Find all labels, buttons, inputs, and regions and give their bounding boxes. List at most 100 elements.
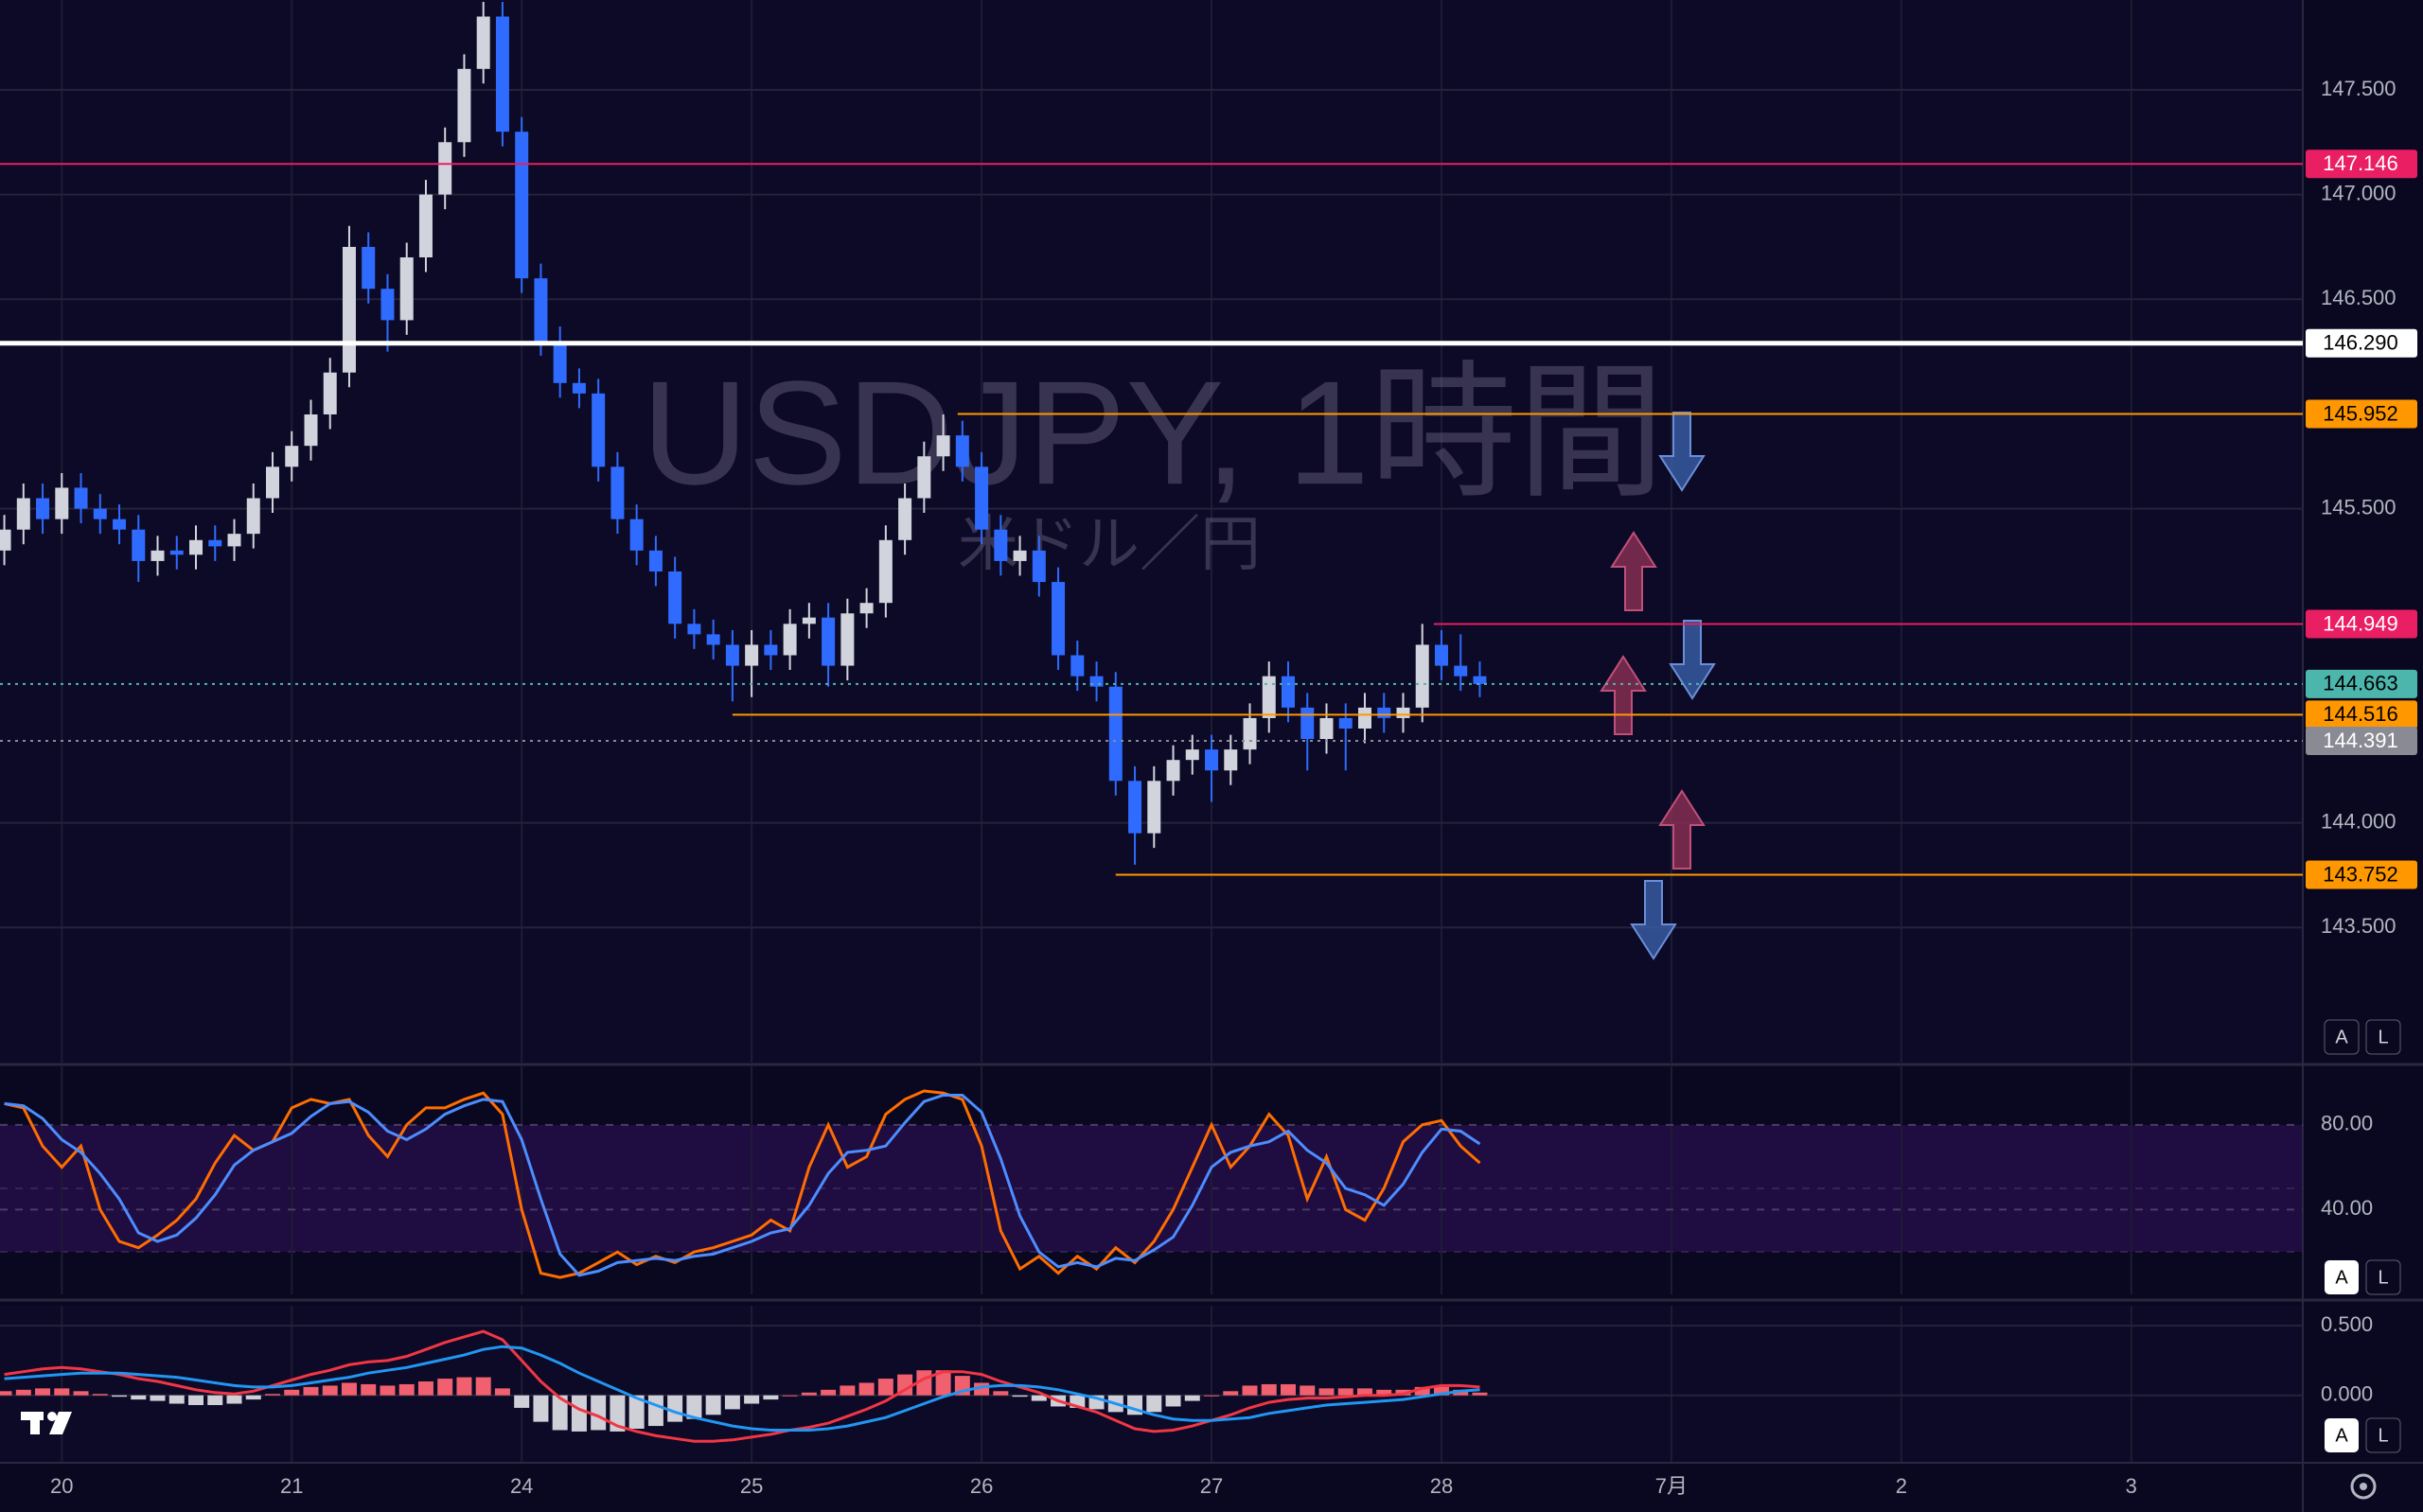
auto-scale-button[interactable] [2325, 1260, 2359, 1294]
histogram-bar [667, 1395, 683, 1422]
candle-body [169, 550, 184, 555]
y-tick-label: 146.500 [2321, 286, 2396, 309]
histogram-bar [35, 1388, 51, 1396]
auto-scale-button[interactable] [2324, 1019, 2360, 1055]
log-scale-label[interactable]: L [2378, 1027, 2388, 1047]
histogram-bar [303, 1386, 319, 1396]
settings-gear-center[interactable] [2360, 1483, 2367, 1490]
level-label-bg [2306, 727, 2417, 756]
candle-body [515, 132, 529, 279]
histogram-bar [456, 1377, 472, 1396]
level-label-bg [2306, 669, 2417, 698]
auto-scale-label[interactable]: A [2335, 1267, 2348, 1288]
histogram-bar [1184, 1395, 1200, 1401]
histogram-bar [1414, 1386, 1430, 1396]
auto-scale-label[interactable]: A [2335, 1027, 2348, 1047]
histogram-bar [207, 1395, 223, 1405]
histogram-bar [686, 1395, 702, 1419]
histogram-bar [15, 1389, 31, 1396]
histogram-bar [1031, 1395, 1047, 1401]
candle-body [113, 519, 127, 530]
candle-body [304, 414, 318, 447]
axes: 143.500 144.000 145.500 146.500 147.000 147.5… [0, 77, 2417, 1498]
watermark-subtitle: 米ドル／円 [958, 510, 1261, 578]
candle-body [246, 498, 260, 535]
histogram-bar [188, 1395, 204, 1405]
candle-body [150, 550, 165, 561]
histogram-bar [264, 1394, 280, 1396]
y-tick-label: 0.000 [2321, 1382, 2373, 1406]
pane-buttons: A L A L A L [2324, 1019, 2401, 1453]
pane-plot [0, 1, 1487, 865]
histogram-bar [1223, 1391, 1239, 1396]
level-label-bg [2306, 399, 2417, 429]
candle-body [1089, 676, 1104, 687]
level-label-bg [2306, 609, 2417, 639]
histogram-bar [1261, 1383, 1277, 1396]
candle-body [687, 624, 701, 635]
auto-scale-button[interactable] [2325, 1418, 2359, 1452]
watermark-title: USDJPY, 1時間 [642, 351, 1665, 516]
histogram-bar [1012, 1395, 1028, 1398]
level-label: 145.952 [2323, 401, 2398, 425]
histogram-bar [341, 1382, 357, 1396]
candle-body [917, 456, 931, 499]
candle-body [553, 341, 567, 383]
candle-body [1052, 582, 1066, 656]
histogram-bar [92, 1394, 108, 1396]
level-label: 144.949 [2323, 611, 2398, 635]
candle-body [629, 519, 644, 551]
y-tick-label: 147.500 [2321, 77, 2396, 100]
candle-body [342, 246, 356, 373]
pane-plot [4, 1089, 1481, 1279]
x-tick-label: 21 [280, 1474, 303, 1498]
histogram-bar [494, 1388, 510, 1396]
histogram-bar [475, 1377, 491, 1396]
log-scale-button[interactable] [2365, 1259, 2401, 1295]
auto-scale-label[interactable]: A [2335, 1425, 2348, 1446]
candle-body [132, 529, 146, 561]
y-tick-label: 147.000 [2321, 181, 2396, 204]
log-scale-button[interactable] [2365, 1019, 2401, 1055]
histogram-bar [131, 1395, 147, 1400]
candle-body [1013, 550, 1027, 561]
x-tick-label: 7月 [1655, 1474, 1688, 1498]
candle-body [1070, 655, 1085, 677]
candle-body [438, 142, 452, 195]
level-label-bg [2306, 700, 2417, 730]
histogram-bar [1242, 1385, 1258, 1396]
candle-body [783, 624, 797, 656]
histogram-bar [1300, 1385, 1316, 1396]
x-tick-label: 26 [970, 1474, 993, 1498]
y-tick-label: 143.500 [2321, 914, 2396, 938]
settings-icon[interactable] [2350, 1473, 2377, 1500]
level-label: 144.663 [2323, 672, 2398, 695]
settings-gear[interactable] [2350, 1473, 2377, 1500]
histogram-bar [628, 1395, 645, 1429]
histogram-bar [591, 1395, 607, 1431]
candle-body [189, 539, 203, 555]
candle-body [1032, 550, 1046, 583]
candle-body [362, 246, 376, 290]
candle-body [745, 644, 759, 666]
histogram-bar [1204, 1395, 1220, 1397]
series-line [4, 1345, 1480, 1432]
candle-body [534, 278, 548, 342]
histogram-bar [858, 1382, 875, 1396]
candle-body [802, 617, 816, 624]
histogram-bar [744, 1395, 760, 1404]
log-scale-label[interactable]: L [2378, 1267, 2388, 1288]
histogram-bar [437, 1379, 453, 1396]
histogram-bar [514, 1395, 530, 1408]
log-scale-label[interactable]: L [2378, 1425, 2388, 1446]
histogram-bar [877, 1379, 893, 1396]
y-tick-label: 40.00 [2321, 1196, 2373, 1220]
histogram-bar [724, 1395, 740, 1410]
histogram-bar [398, 1383, 415, 1396]
logo-part [49, 1412, 72, 1434]
candle-body [93, 508, 107, 519]
log-scale-button[interactable] [2365, 1417, 2401, 1453]
histogram-bar [361, 1383, 377, 1396]
candle-body [1147, 781, 1161, 834]
x-tick-label: 24 [510, 1474, 533, 1498]
